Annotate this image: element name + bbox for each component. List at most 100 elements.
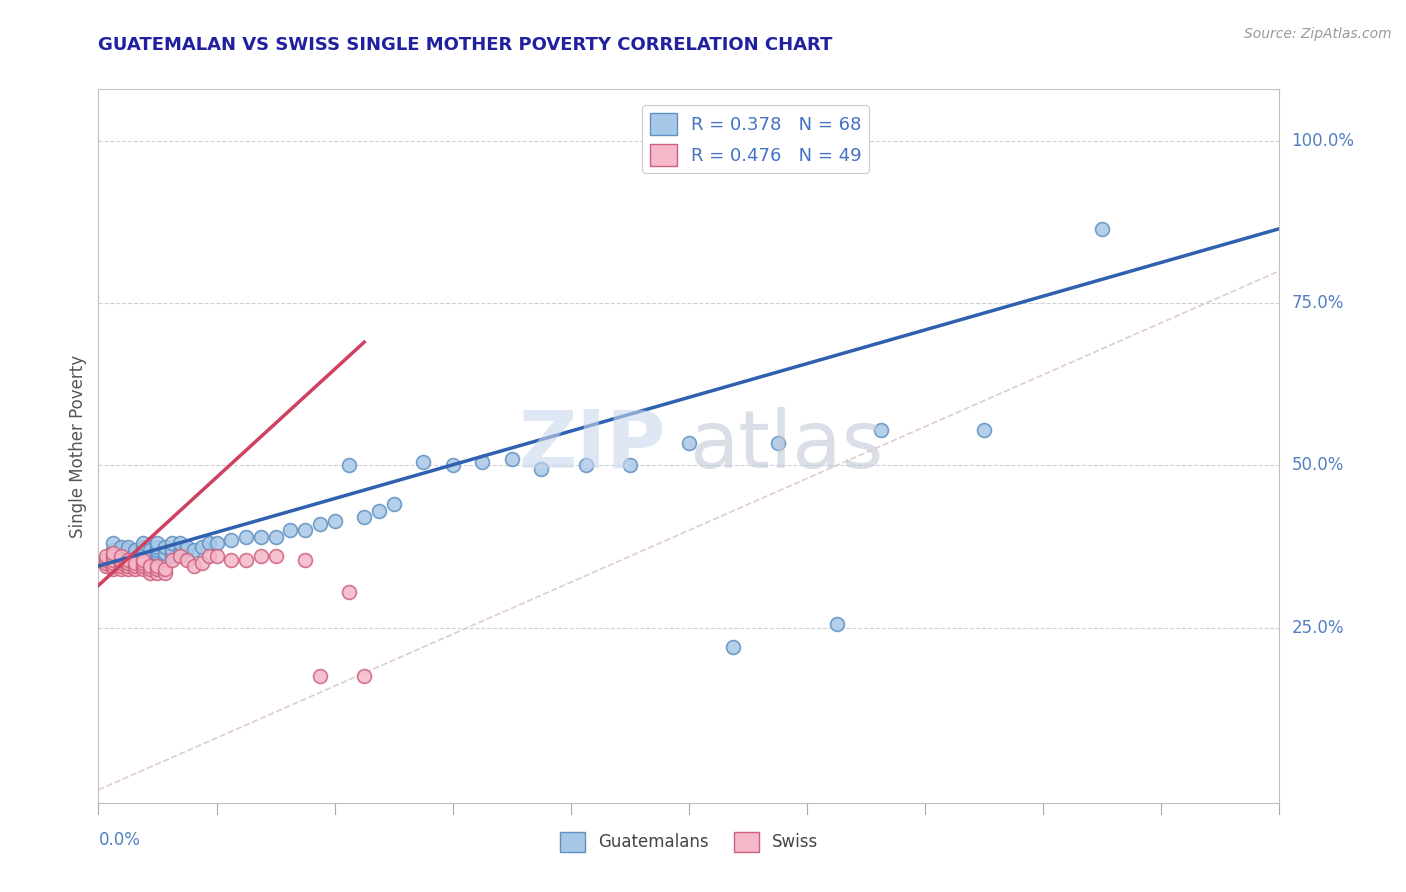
Point — [132, 552, 155, 566]
Point — [162, 536, 183, 550]
Point — [110, 546, 132, 560]
Point — [530, 461, 553, 475]
Point — [368, 504, 391, 518]
Point — [162, 542, 183, 557]
Point — [382, 497, 405, 511]
Point — [169, 536, 191, 550]
Point — [117, 546, 139, 560]
Point — [146, 542, 169, 557]
Point — [110, 549, 132, 564]
Point — [441, 458, 464, 473]
Text: 75.0%: 75.0% — [1291, 294, 1344, 312]
Point — [337, 585, 360, 599]
Point — [139, 562, 162, 576]
Point — [278, 524, 302, 538]
Point — [132, 540, 155, 554]
Point — [124, 546, 146, 560]
Point — [198, 549, 221, 564]
Point — [139, 542, 162, 557]
Text: 50.0%: 50.0% — [1291, 457, 1344, 475]
Point — [205, 549, 228, 564]
Point — [139, 549, 162, 564]
Point — [337, 458, 360, 473]
Point — [124, 542, 146, 557]
Point — [132, 556, 155, 570]
Point — [721, 640, 744, 654]
Point — [250, 530, 273, 544]
Point — [574, 458, 596, 473]
Point — [117, 556, 139, 570]
Text: GUATEMALAN VS SWISS SINGLE MOTHER POVERTY CORRELATION CHART: GUATEMALAN VS SWISS SINGLE MOTHER POVERT… — [98, 36, 832, 54]
Point — [139, 559, 162, 574]
Point — [309, 516, 332, 531]
Point — [139, 566, 162, 580]
Point — [110, 552, 132, 566]
Point — [103, 552, 125, 566]
Point — [264, 530, 287, 544]
Point — [501, 452, 523, 467]
Point — [619, 458, 641, 473]
Point — [183, 542, 205, 557]
Point — [869, 423, 891, 437]
Point — [110, 556, 132, 570]
Point — [103, 552, 125, 566]
Point — [766, 435, 789, 450]
Point — [353, 510, 375, 524]
Text: atlas: atlas — [689, 407, 883, 485]
Legend: Guatemalans, Swiss: Guatemalans, Swiss — [553, 825, 825, 859]
Point — [110, 542, 132, 557]
Point — [412, 455, 434, 469]
Point — [132, 552, 155, 566]
Point — [124, 562, 146, 576]
Point — [103, 556, 125, 570]
Text: 25.0%: 25.0% — [1291, 619, 1344, 637]
Point — [94, 559, 117, 574]
Text: ZIP: ZIP — [517, 407, 665, 485]
Point — [94, 556, 117, 570]
Point — [117, 552, 139, 566]
Point — [132, 536, 155, 550]
Point — [353, 669, 375, 683]
Point — [132, 549, 155, 564]
Point — [132, 559, 155, 574]
Point — [162, 546, 183, 560]
Point — [153, 546, 176, 560]
Point — [124, 549, 146, 564]
Point — [146, 559, 169, 574]
Point — [110, 552, 132, 566]
Point — [146, 536, 169, 550]
Point — [205, 536, 228, 550]
Point — [103, 536, 125, 550]
Point — [103, 549, 125, 564]
Point — [323, 514, 346, 528]
Point — [1091, 221, 1114, 235]
Point — [471, 455, 494, 469]
Point — [117, 552, 139, 566]
Point — [132, 546, 155, 560]
Point — [117, 542, 139, 557]
Point — [94, 549, 117, 564]
Text: Source: ZipAtlas.com: Source: ZipAtlas.com — [1244, 27, 1392, 41]
Point — [110, 559, 132, 574]
Point — [678, 435, 700, 450]
Point — [250, 549, 273, 564]
Point — [117, 540, 139, 554]
Point — [294, 552, 316, 566]
Point — [162, 552, 183, 566]
Text: 100.0%: 100.0% — [1291, 132, 1354, 150]
Point — [235, 530, 257, 544]
Point — [162, 549, 183, 564]
Point — [146, 566, 169, 580]
Point — [103, 546, 125, 560]
Point — [309, 669, 332, 683]
Point — [219, 533, 242, 547]
Point — [176, 540, 198, 554]
Point — [124, 556, 146, 570]
Point — [294, 524, 316, 538]
Point — [176, 542, 198, 557]
Point — [264, 549, 287, 564]
Point — [146, 546, 169, 560]
Point — [117, 562, 139, 576]
Point — [110, 562, 132, 576]
Point — [139, 552, 162, 566]
